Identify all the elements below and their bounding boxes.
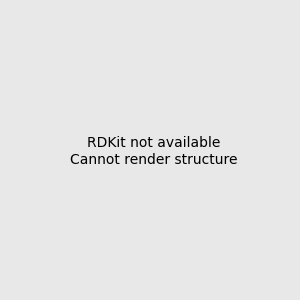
Text: RDKit not available
Cannot render structure: RDKit not available Cannot render struct…	[70, 136, 238, 166]
